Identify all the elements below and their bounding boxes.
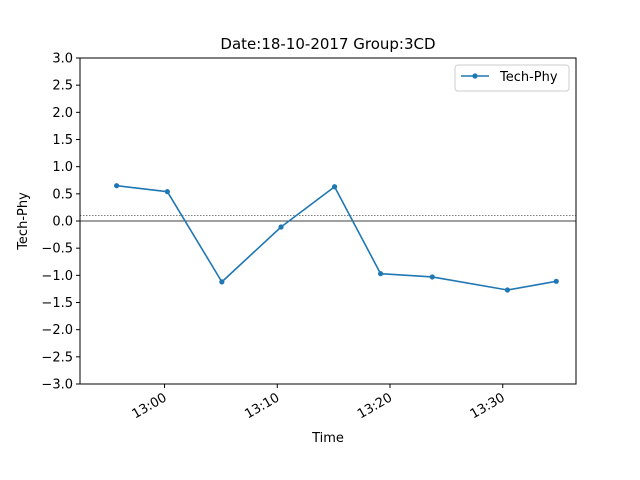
legend-label: Tech-Phy <box>499 70 558 85</box>
y-axis: 3.0 2.5 2.0 1.5 1.0 0.5 0.0 −0.5 −1.0 −1.5 −2.0 −2.… <box>41 52 80 393</box>
data-point <box>114 183 120 189</box>
legend-marker <box>472 73 478 79</box>
y-tick-label: −0.5 <box>41 242 73 257</box>
data-point <box>504 287 511 293</box>
data-point <box>164 189 170 195</box>
series-layer <box>114 183 559 293</box>
y-tick-label: 1.0 <box>52 160 73 175</box>
data-point <box>331 184 338 190</box>
data-point <box>553 278 559 284</box>
y-tick-label: −2.0 <box>41 323 73 338</box>
y-tick-label: 2.5 <box>52 79 73 94</box>
x-tick-label: 13:20 <box>355 390 395 422</box>
x-tick-label: 13:10 <box>242 390 282 422</box>
plot-frame <box>79 57 577 385</box>
y-tick-label: 2.0 <box>52 106 73 121</box>
x-tick-label: 13:30 <box>468 390 508 422</box>
y-tick-label: −2.5 <box>41 350 73 365</box>
chart-title: Date:18-10-2017 Group:3CD <box>220 35 435 53</box>
y-tick-label: −1.0 <box>41 269 73 284</box>
legend: Tech-Phy <box>454 64 570 92</box>
data-point <box>278 224 284 230</box>
y-tick-label: 1.5 <box>52 133 73 148</box>
x-tick-label: 13:00 <box>130 390 170 422</box>
y-tick-label: 0.5 <box>52 187 73 202</box>
data-point <box>378 271 384 277</box>
y-tick-label: 0.0 <box>52 215 73 230</box>
series-line <box>116 184 557 291</box>
reference-lines <box>80 215 576 222</box>
data-point <box>219 279 225 285</box>
y-tick-label: −3.0 <box>41 378 73 393</box>
y-axis-label: Tech-Phy <box>16 192 31 251</box>
legend-box <box>454 64 570 92</box>
x-axis: 13:00 13:10 13:20 13:30 <box>130 384 508 422</box>
y-tick-label: −1.5 <box>41 296 73 311</box>
data-point <box>429 274 435 280</box>
x-axis-label: Time <box>311 431 344 446</box>
y-tick-label: 3.0 <box>52 52 73 67</box>
